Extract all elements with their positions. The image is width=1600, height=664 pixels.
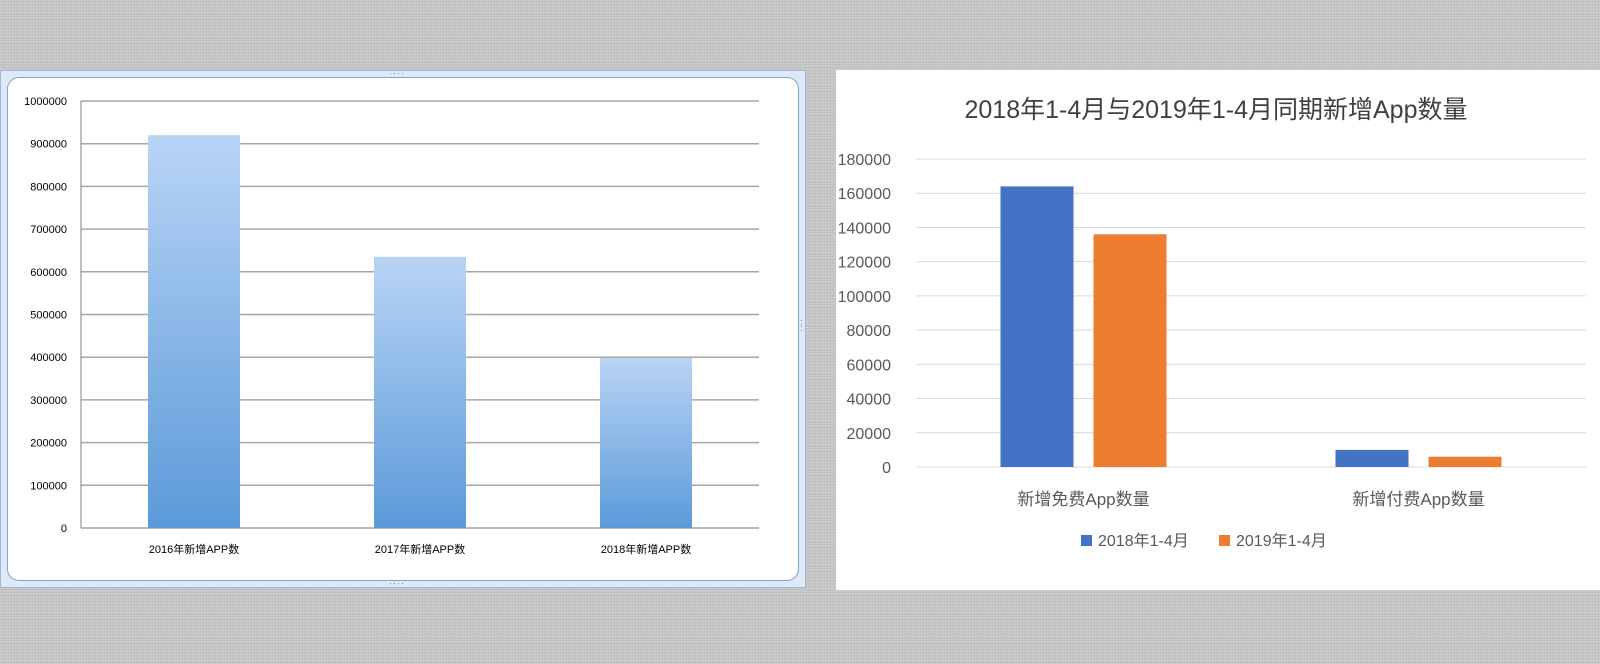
y-tick-label: 140000 <box>838 220 891 237</box>
bar <box>1428 456 1502 467</box>
y-tick-label: 700000 <box>30 224 67 236</box>
y-tick-label: 60000 <box>847 357 892 374</box>
y-tick-label: 1000000 <box>24 96 67 108</box>
bar <box>1000 186 1074 467</box>
left-chart-svg: 0 100000 200000 300000 400000 500000 600000 700… <box>24 96 759 556</box>
legend-swatch <box>1081 535 1092 546</box>
resize-handle-top[interactable]: ···· <box>389 68 405 78</box>
bar <box>1335 449 1409 467</box>
resize-handle-bottom[interactable]: ···· <box>389 578 405 588</box>
y-tick-label: 80000 <box>847 323 892 340</box>
x-tick-label: 2016年新增APP数 <box>149 542 239 556</box>
y-tick-label: 200000 <box>30 438 67 450</box>
right-chart-frame: 2018年1-4月与2019年1-4月同期新增App数量 0 20000 40000 6… <box>836 70 1600 590</box>
y-tick-label: 160000 <box>838 186 891 203</box>
y-tick-label: 0 <box>61 523 67 535</box>
x-tick-label: 新增付费App数量 <box>1352 490 1484 509</box>
y-tick-label: 100000 <box>838 289 891 306</box>
y-tick-label: 400000 <box>30 352 67 364</box>
right-chart-svg: 2018年1-4月与2019年1-4月同期新增App数量 0 20000 40000 6… <box>838 96 1586 550</box>
y-tick-label: 800000 <box>30 181 67 193</box>
x-tick-label: 2018年新增APP数 <box>601 542 691 556</box>
x-tick-label: 新增免费App数量 <box>1017 490 1149 509</box>
bar <box>148 135 240 528</box>
bar <box>374 256 466 528</box>
y-tick-label: 900000 <box>30 139 67 151</box>
bar <box>1093 234 1167 467</box>
legend-swatch <box>1219 535 1230 546</box>
y-tick-label: 500000 <box>30 310 67 322</box>
bar <box>600 358 692 528</box>
y-tick-label: 120000 <box>838 255 891 272</box>
left-chart-frame: ···· ···· :: 0 100000 200000 300000 400000 50… <box>0 68 806 588</box>
legend-label: 2019年1-4月 <box>1236 532 1327 550</box>
legend-label: 2018年1-4月 <box>1098 532 1189 550</box>
y-tick-label: 600000 <box>30 267 67 279</box>
resize-handle-right[interactable]: :: <box>800 317 804 333</box>
y-tick-label: 180000 <box>838 152 891 169</box>
y-tick-label: 100000 <box>30 480 67 492</box>
y-tick-label: 300000 <box>30 395 67 407</box>
y-tick-label: 0 <box>882 460 891 477</box>
chart-title: 2018年1-4月与2019年1-4月同期新增App数量 <box>965 96 1468 124</box>
x-tick-label: 2017年新增APP数 <box>375 542 465 556</box>
y-tick-label: 40000 <box>847 392 892 409</box>
y-tick-label: 20000 <box>847 426 892 443</box>
